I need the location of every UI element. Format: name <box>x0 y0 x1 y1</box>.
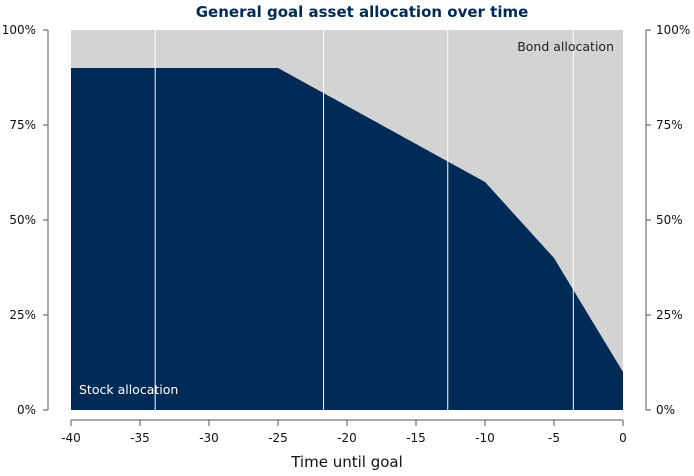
x-tick-label: -30 <box>199 431 219 445</box>
x-axis-label: Time until goal <box>290 453 403 471</box>
chart-title: General goal asset allocation over time <box>196 3 529 21</box>
stock-allocation-area <box>71 68 623 410</box>
x-tick-label: -15 <box>406 431 426 445</box>
stock-allocation-label: Stock allocation <box>79 382 178 397</box>
bond-allocation-label: Bond allocation <box>517 39 614 54</box>
left-y-tick-label: 100% <box>2 23 36 37</box>
x-tick-label: -20 <box>337 431 357 445</box>
right-y-tick-label: 100% <box>656 23 690 37</box>
left-y-tick-label: 75% <box>9 118 36 132</box>
right-y-tick-label: 0% <box>656 403 675 417</box>
x-tick-label: -40 <box>61 431 81 445</box>
x-tick-label: -10 <box>475 431 495 445</box>
left-y-tick-label: 0% <box>17 403 36 417</box>
x-tick-label: -25 <box>268 431 288 445</box>
right-y-tick-label: 25% <box>656 308 683 322</box>
left-y-tick-label: 50% <box>9 213 36 227</box>
x-tick-label: 0 <box>619 431 627 445</box>
right-y-tick-label: 50% <box>656 213 683 227</box>
right-y-tick-label: 75% <box>656 118 683 132</box>
x-tick-label: -5 <box>548 431 560 445</box>
left-y-tick-label: 25% <box>9 308 36 322</box>
x-tick-label: -35 <box>130 431 150 445</box>
